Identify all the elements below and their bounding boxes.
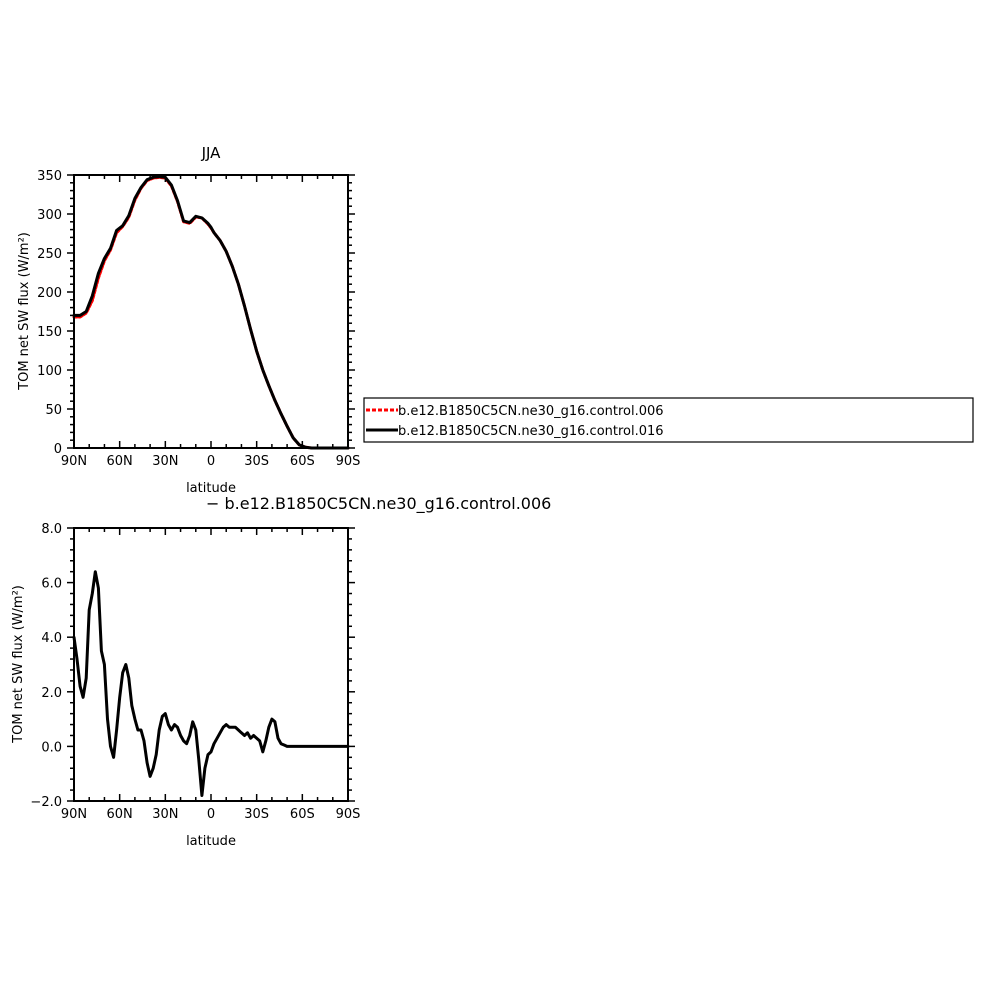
bottom-y-tick-label: 2.0 xyxy=(41,686,62,701)
legend-label-016: b.e12.B1850C5CN.ne30_g16.control.016 xyxy=(398,424,664,439)
top-y-tick-label: 300 xyxy=(37,208,62,223)
top-series-line-0 xyxy=(72,175,350,450)
bottom-x-tick-label: 30S xyxy=(244,807,269,822)
bottom-x-tick-label: 60N xyxy=(107,807,133,822)
top-x-tick-label: 30N xyxy=(152,454,178,469)
top-panel: JJA 90N 60N 30N 0 30S 60S 90S 0 50 100 150 200 250 30… xyxy=(17,144,360,496)
bottom-x-tick-label: 30N xyxy=(152,807,178,822)
bottom-frame xyxy=(73,527,349,802)
top-x-tick-label: 90S xyxy=(336,454,361,469)
bottom-x-tick-label: 60S xyxy=(290,807,315,822)
legend-label-006: b.e12.B1850C5CN.ne30_g16.control.006 xyxy=(398,404,664,419)
bottom-x-tick-label: 90S xyxy=(336,807,361,822)
bottom-y-tick-label: 8.0 xyxy=(41,522,62,537)
legend: b.e12.B1850C5CN.ne30_g16.control.006 b.e… xyxy=(363,397,974,443)
top-x-tick-label: 90N xyxy=(61,454,87,469)
bottom-y-tick-label: 4.0 xyxy=(41,631,62,646)
top-chart-title: JJA xyxy=(201,144,222,162)
top-y-tick-label: 200 xyxy=(37,286,62,301)
bottom-y-axis-label: TOM net SW flux (W/m²) xyxy=(11,585,26,744)
top-x-axis-label: latitude xyxy=(186,481,236,496)
bottom-y-tick-label: −2.0 xyxy=(30,795,62,810)
bottom-x-tick-label: 90N xyxy=(61,807,87,822)
top-x-tick-label: 60N xyxy=(107,454,133,469)
top-y-tick-label: 0 xyxy=(54,442,62,457)
top-y-tick-label: 350 xyxy=(37,169,62,184)
top-plot-area: 90N 60N 30N 0 30S 60S 90S 0 50 100 150 200 250 300 350 xyxy=(37,169,360,469)
top-x-tick-label: 0 xyxy=(207,454,215,469)
top-x-tick-label: 60S xyxy=(290,454,315,469)
bottom-x-tick-label: 0 xyxy=(207,807,215,822)
bottom-x-axis-label: latitude xyxy=(186,834,236,849)
top-series-line-1 xyxy=(72,175,350,450)
top-frame xyxy=(73,174,349,449)
top-y-axis-label: TOM net SW flux (W/m²) xyxy=(17,232,32,391)
top-x-tick-label: 30S xyxy=(244,454,269,469)
top-y-tick-label: 250 xyxy=(37,247,62,262)
top-y-tick-label: 100 xyxy=(37,364,62,379)
legend-box xyxy=(363,397,974,443)
top-y-tick-label: 150 xyxy=(37,325,62,340)
bottom-series-line-0 xyxy=(72,570,350,797)
top-y-tick-label: 50 xyxy=(45,403,62,418)
bottom-plot-area: 90N 60N 30N 0 30S 60S 90S −2.0 0.0 2.0 4.0 6.0 8.0 xyxy=(30,522,360,822)
bottom-y-tick-label: 6.0 xyxy=(41,577,62,592)
bottom-panel: − b.e12.B1850C5CN.ne30_g16.control.006 9… xyxy=(11,494,551,849)
bottom-chart-title: − b.e12.B1850C5CN.ne30_g16.control.006 xyxy=(206,494,551,514)
bottom-y-tick-label: 0.0 xyxy=(41,740,62,755)
